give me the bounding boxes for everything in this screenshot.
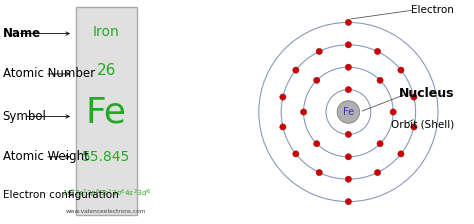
Circle shape bbox=[345, 86, 352, 93]
Text: Iron: Iron bbox=[93, 26, 119, 39]
Circle shape bbox=[411, 124, 417, 130]
Text: www.valenceelectrons.com: www.valenceelectrons.com bbox=[66, 209, 146, 214]
Text: Electron: Electron bbox=[411, 5, 454, 15]
Circle shape bbox=[345, 176, 352, 182]
Circle shape bbox=[293, 67, 299, 73]
Circle shape bbox=[411, 94, 417, 100]
Circle shape bbox=[345, 154, 352, 160]
Circle shape bbox=[314, 141, 320, 147]
Circle shape bbox=[374, 48, 381, 55]
Circle shape bbox=[337, 101, 360, 123]
Text: Symbol: Symbol bbox=[2, 110, 46, 123]
Circle shape bbox=[345, 19, 352, 26]
Circle shape bbox=[316, 169, 322, 176]
Circle shape bbox=[316, 48, 322, 55]
Circle shape bbox=[345, 198, 352, 205]
Circle shape bbox=[345, 131, 352, 138]
Circle shape bbox=[377, 77, 383, 83]
Circle shape bbox=[314, 77, 320, 83]
Circle shape bbox=[398, 151, 404, 157]
Circle shape bbox=[280, 124, 286, 130]
Text: 26: 26 bbox=[97, 63, 116, 78]
Circle shape bbox=[374, 169, 381, 176]
Text: 55.845: 55.845 bbox=[82, 150, 130, 164]
Circle shape bbox=[280, 94, 286, 100]
Text: Atomic Weight: Atomic Weight bbox=[2, 150, 89, 163]
Circle shape bbox=[398, 67, 404, 73]
Text: Fe: Fe bbox=[86, 95, 127, 129]
Text: $1s^{2}2s^{2}2p^{6}3s^{2}3p^{6}4s^{2}3d^{6}$: $1s^{2}2s^{2}2p^{6}3s^{2}3p^{6}4s^{2}3d^… bbox=[62, 188, 151, 200]
FancyBboxPatch shape bbox=[75, 7, 137, 215]
Text: Electron configuration: Electron configuration bbox=[2, 190, 118, 200]
Text: Atomic Number: Atomic Number bbox=[2, 67, 95, 80]
Circle shape bbox=[390, 109, 396, 115]
Circle shape bbox=[293, 151, 299, 157]
Circle shape bbox=[301, 109, 307, 115]
Circle shape bbox=[377, 141, 383, 147]
Circle shape bbox=[345, 64, 352, 70]
Circle shape bbox=[345, 42, 352, 48]
Text: Orbit (Shell): Orbit (Shell) bbox=[391, 119, 454, 129]
Text: Fe: Fe bbox=[343, 107, 354, 117]
Text: Name: Name bbox=[2, 27, 41, 40]
Text: Nucleus: Nucleus bbox=[399, 87, 454, 100]
